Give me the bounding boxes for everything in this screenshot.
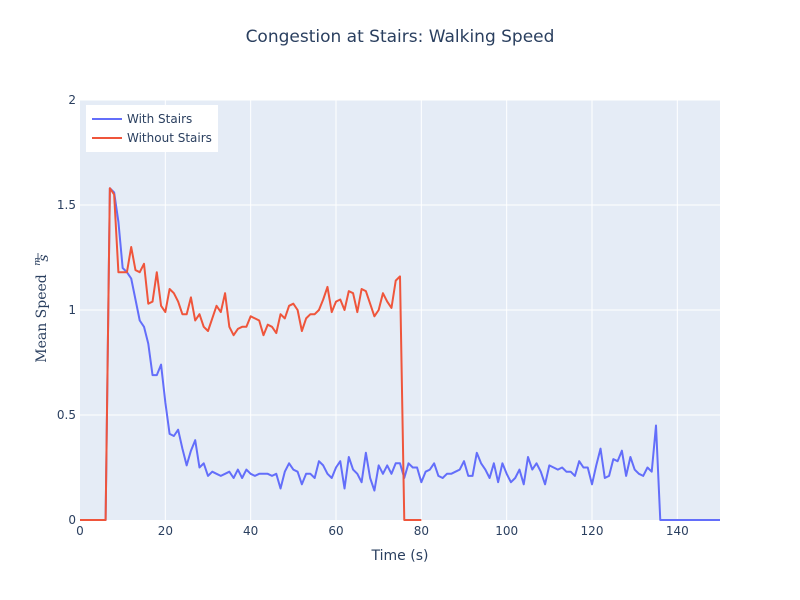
x-tick-label: 140: [666, 524, 689, 538]
x-tick-label: 80: [414, 524, 429, 538]
grid: [80, 99, 720, 520]
chart-title: Congestion at Stairs: Walking Speed: [246, 27, 555, 47]
series-lines: [80, 187, 720, 521]
y-axis-unit-denominator: s: [36, 254, 52, 261]
legend-label: Without Stairs: [127, 131, 212, 145]
x-axis-title: Time (s): [371, 548, 429, 564]
series-line-1: [80, 187, 422, 521]
legend-box: [86, 105, 218, 152]
y-tick-labels: 0 0.5 1 1.5 2: [57, 93, 76, 527]
svg-text:Mean Speed m: Mean Speed m: [33, 257, 50, 363]
y-tick-label: 0: [68, 513, 76, 527]
y-tick-label: 0.5: [57, 408, 76, 422]
series-line-0: [80, 187, 720, 521]
x-tick-labels: 0 20 40 60 80 100 120 140: [76, 524, 689, 538]
x-tick-label: 100: [495, 524, 518, 538]
x-tick-label: 120: [581, 524, 604, 538]
y-tick-label: 1: [68, 303, 76, 317]
legend: With Stairs Without Stairs: [86, 105, 218, 152]
y-tick-label: 1.5: [57, 198, 76, 212]
x-tick-label: 20: [158, 524, 173, 538]
x-tick-label: 60: [328, 524, 343, 538]
y-axis-title-main: Mean Speed: [34, 274, 50, 363]
y-axis-title: Mean Speed m s: [33, 253, 52, 363]
legend-label: With Stairs: [127, 112, 192, 126]
y-tick-label: 2: [68, 93, 76, 107]
x-tick-label: 0: [76, 524, 84, 538]
x-tick-label: 40: [243, 524, 258, 538]
